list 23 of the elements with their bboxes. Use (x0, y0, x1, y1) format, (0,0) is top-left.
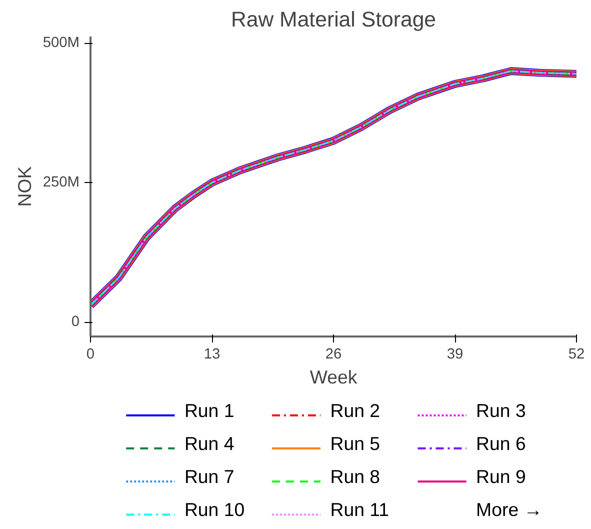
legend-label: Run 10 (184, 499, 245, 520)
legend-label: Run 9 (476, 466, 526, 488)
y-axis-title: NOK (14, 166, 35, 207)
legend-label: Run 1 (184, 400, 234, 421)
x-tick-label: 13 (204, 346, 220, 362)
legend-label: Run 4 (184, 432, 234, 454)
legend-label: Run 3 (476, 400, 526, 421)
y-tick-label: 250M (42, 174, 80, 191)
x-tick-label: 52 (568, 346, 585, 362)
y-tick-label: 500M (42, 35, 80, 52)
x-axis-title: Week (310, 366, 358, 388)
legend-label: Run 6 (476, 432, 526, 454)
legend-label: Run 11 (330, 499, 390, 520)
legend-label: Run 8 (330, 466, 380, 488)
legend-label: Run 5 (330, 432, 380, 454)
x-tick-label: 26 (325, 346, 342, 362)
x-tick-label: 39 (446, 346, 464, 362)
text: More → (476, 499, 542, 520)
y-tick-label: 0 (71, 314, 80, 330)
legend-label: Run 2 (330, 400, 380, 421)
legend-label: Run 7 (184, 466, 234, 488)
x-tick-label: 0 (86, 346, 95, 362)
chart-title: Raw Material Storage (230, 8, 436, 32)
